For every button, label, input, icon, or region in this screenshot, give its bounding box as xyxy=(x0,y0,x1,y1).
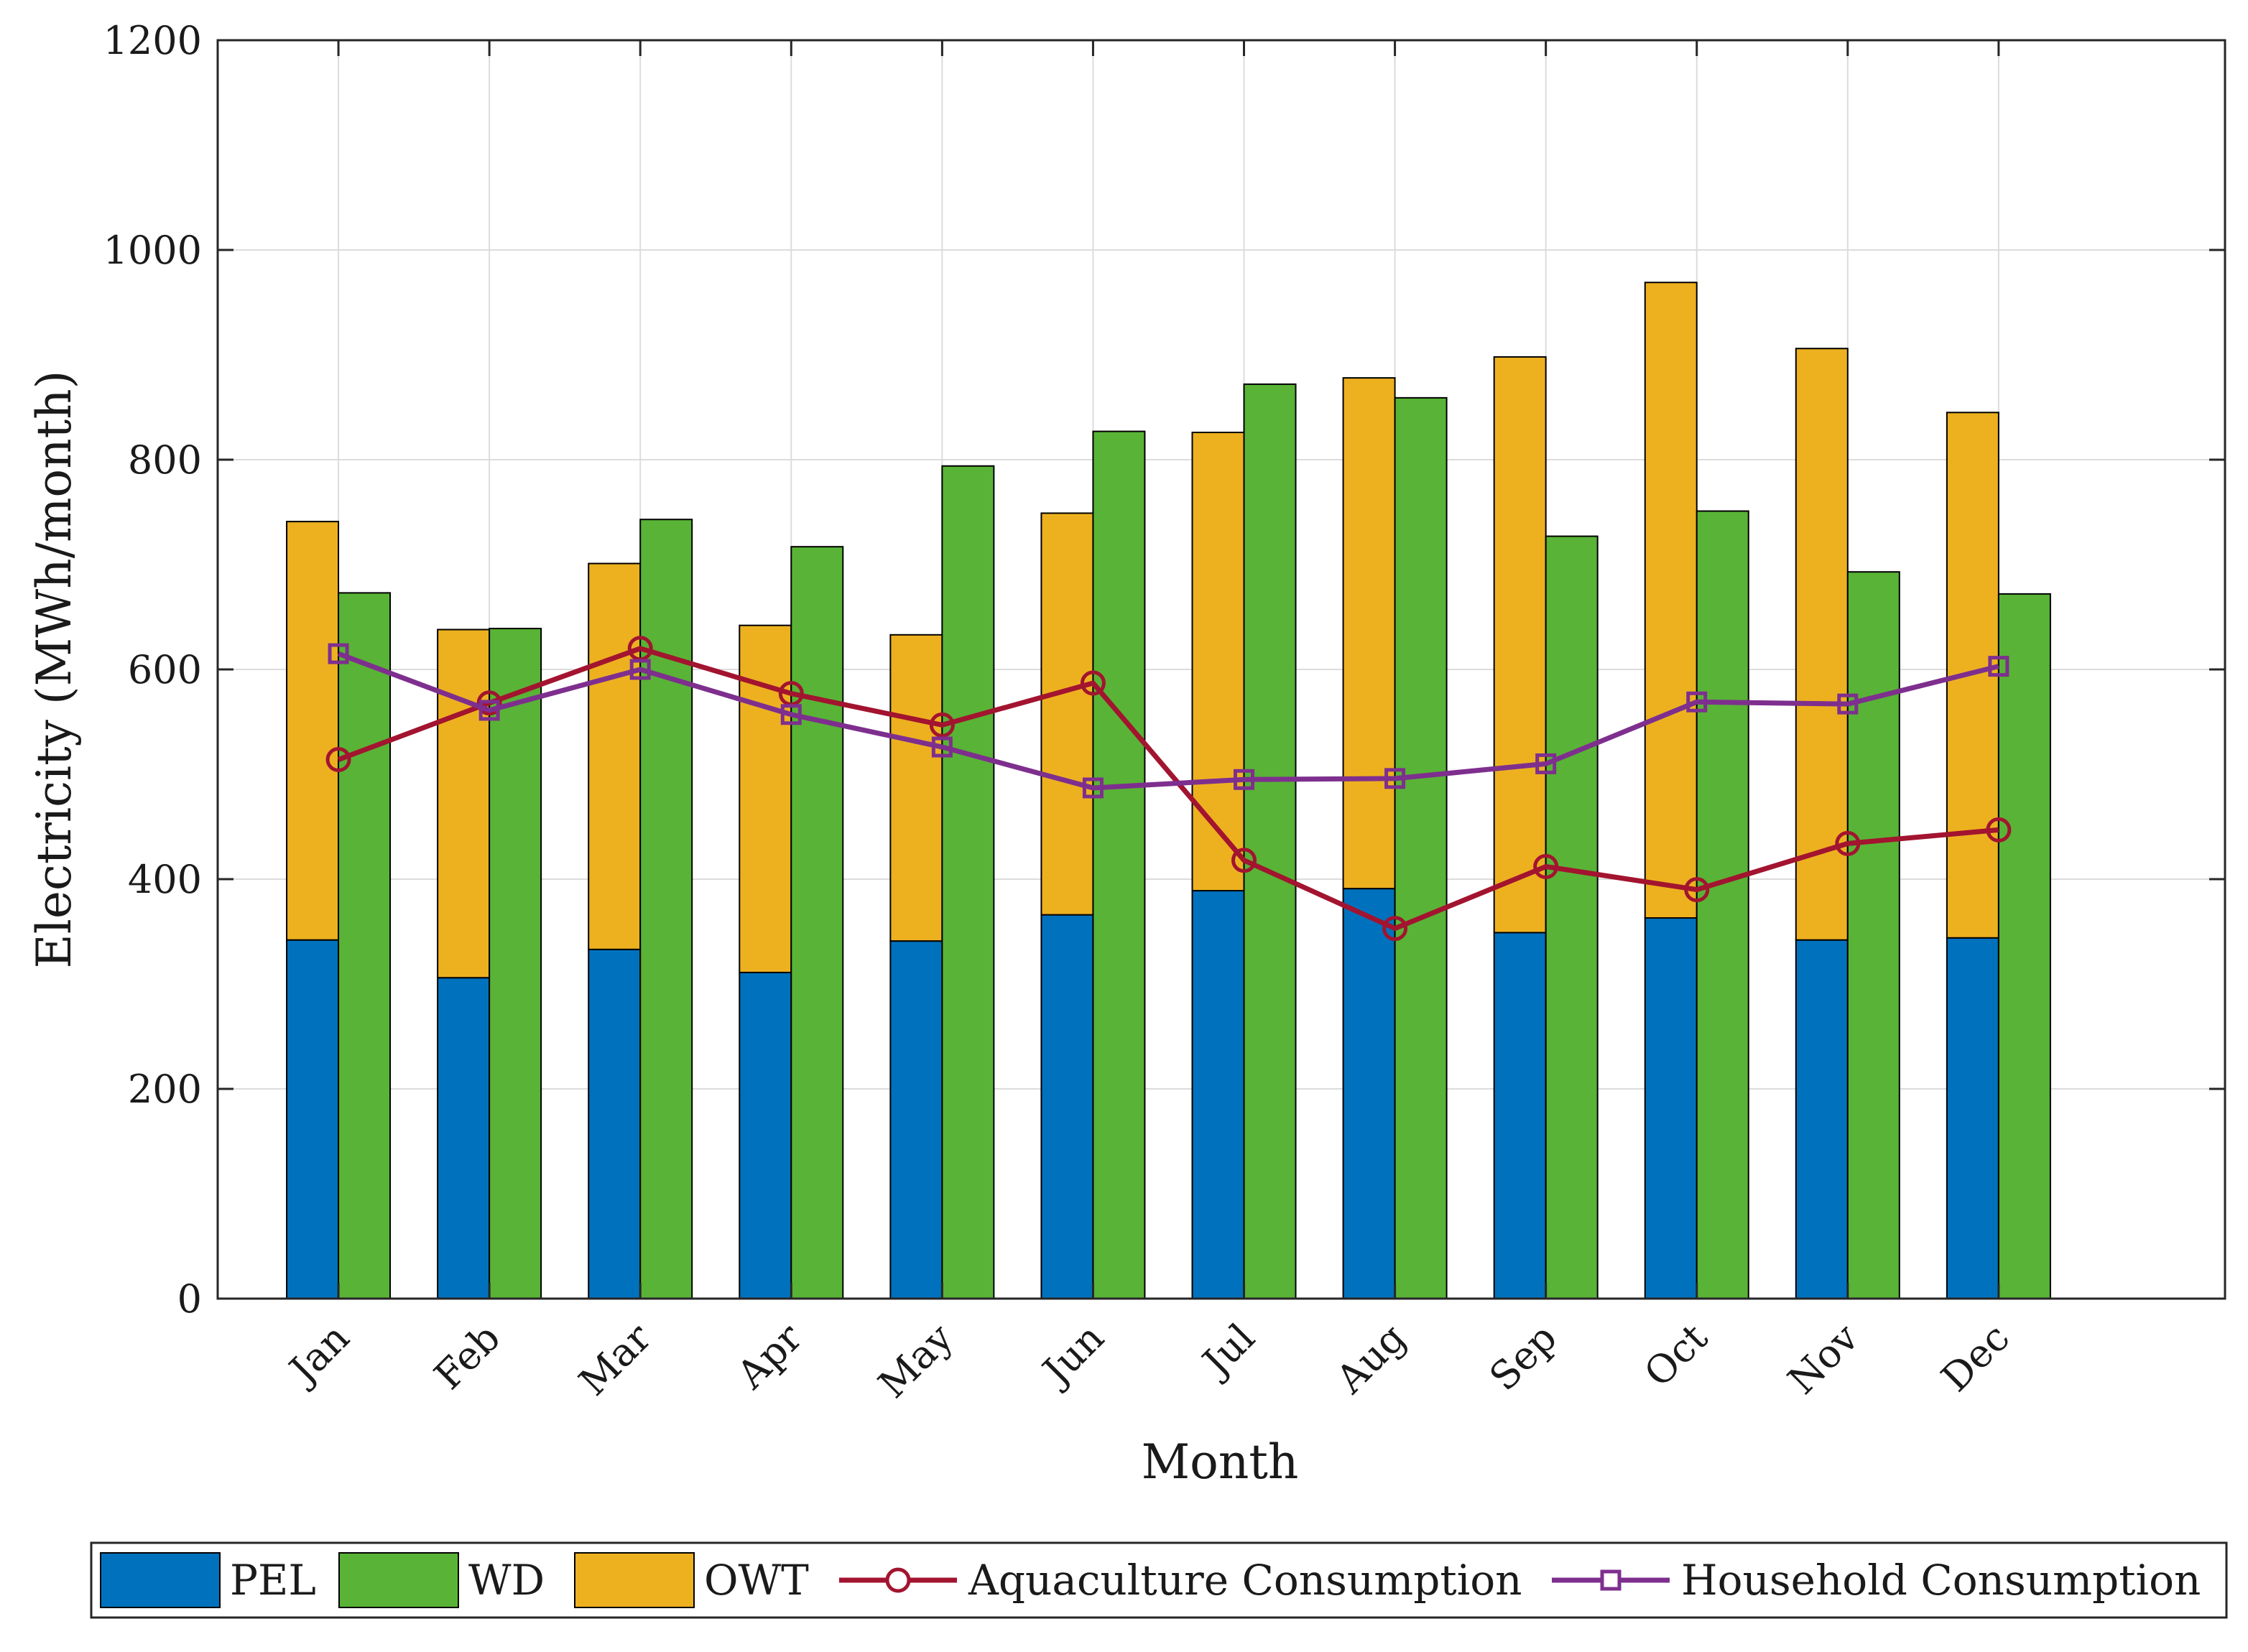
bar-pel-dec xyxy=(1946,937,1999,1299)
household-consumption-point xyxy=(1988,656,2009,677)
bar-owt-jun xyxy=(1040,512,1094,916)
bar-owt-feb xyxy=(437,628,491,979)
bar-pel-nov xyxy=(1795,939,1849,1300)
y-tick-label: 400 xyxy=(128,857,202,902)
aquaculture-consumption-point xyxy=(1382,916,1408,942)
lines xyxy=(325,636,2012,942)
legend-label-household-consumption: Household Consumption xyxy=(1681,1556,2201,1605)
bar-owt-may xyxy=(889,634,943,942)
aquaculture-consumption-point xyxy=(1835,830,1861,856)
bar-owt-oct xyxy=(1644,282,1698,919)
legend-swatch-wd xyxy=(338,1552,459,1608)
y-axis-label: Electricity (MWh/month) xyxy=(27,371,82,969)
aquaculture-consumption-point xyxy=(1231,848,1257,873)
bar-wd-sep xyxy=(1545,535,1599,1300)
y-tick-label: 1200 xyxy=(103,18,202,63)
aquaculture-consumption-point xyxy=(1533,853,1559,879)
bar-wd-jul xyxy=(1243,383,1297,1299)
household-consumption-point xyxy=(629,659,651,680)
aquaculture-consumption-point xyxy=(1080,670,1106,696)
bar-wd-apr xyxy=(790,546,844,1299)
bar-wd-may xyxy=(941,465,995,1299)
legend-swatch-pel xyxy=(100,1552,221,1608)
bar-owt-sep xyxy=(1493,356,1547,934)
y-tick-label: 800 xyxy=(128,437,202,483)
aquaculture-consumption-line xyxy=(337,646,1999,932)
y-tick-label: 0 xyxy=(177,1276,202,1322)
household-consumption-point xyxy=(1686,691,1708,713)
y-tick-label: 600 xyxy=(128,647,202,692)
bar-owt-aug xyxy=(1342,377,1396,890)
bar-owt-apr xyxy=(739,624,792,973)
legend-label-wd: WD xyxy=(468,1556,545,1605)
bar-wd-nov xyxy=(1846,571,1900,1299)
household-consumption-line xyxy=(337,651,1999,791)
legend-swatch-owt xyxy=(574,1552,695,1608)
bar-pel-oct xyxy=(1644,917,1698,1299)
legend-marker-household-consumption xyxy=(1600,1569,1622,1591)
household-consumption-point xyxy=(931,736,953,758)
bar-wd-dec xyxy=(1997,593,2051,1299)
household-consumption-point xyxy=(780,704,802,725)
household-consumption-point xyxy=(1384,768,1406,789)
bar-pel-aug xyxy=(1342,888,1396,1299)
bar-pel-sep xyxy=(1493,932,1547,1299)
bar-wd-jan xyxy=(338,592,392,1299)
legend-label-pel: PEL xyxy=(230,1556,316,1605)
bar-wd-oct xyxy=(1696,510,1749,1299)
legend-label-owt: OWT xyxy=(704,1556,809,1605)
household-consumption-point xyxy=(478,700,500,721)
bar-owt-jan xyxy=(286,521,340,941)
bar-wd-jun xyxy=(1092,430,1146,1300)
bar-pel-apr xyxy=(739,971,792,1299)
bar-pel-mar xyxy=(588,948,642,1299)
household-consumption-point xyxy=(1535,753,1557,774)
bar-wd-mar xyxy=(639,519,693,1299)
legend-marker-aquaculture-consumption xyxy=(885,1567,911,1593)
bar-owt-jul xyxy=(1191,432,1245,892)
bar-owt-nov xyxy=(1795,348,1849,941)
aquaculture-consumption-point xyxy=(929,712,955,738)
y-tick-label: 1000 xyxy=(103,228,202,273)
aquaculture-consumption-point xyxy=(1986,817,2012,843)
bar-pel-jun xyxy=(1040,914,1094,1299)
legend-label-aquaculture-consumption: Aquaculture Consumption xyxy=(968,1556,1522,1605)
bar-pel-jan xyxy=(286,939,340,1300)
bar-pel-feb xyxy=(437,977,491,1299)
legend: PEL WD OWT Aquaculture Consumption Household… xyxy=(90,1541,2228,1619)
bar-wd-feb xyxy=(489,628,542,1299)
bar-pel-jul xyxy=(1191,890,1245,1300)
bar-wd-aug xyxy=(1394,396,1448,1299)
household-consumption-point xyxy=(328,643,349,664)
aquaculture-consumption-point xyxy=(1684,877,1710,903)
household-consumption-point xyxy=(1082,777,1104,799)
household-consumption-point xyxy=(1837,693,1859,715)
bar-owt-mar xyxy=(588,562,642,950)
x-axis-label: Month xyxy=(1142,1434,1299,1490)
y-tick-label: 200 xyxy=(128,1067,202,1112)
aquaculture-consumption-point xyxy=(325,747,351,773)
bar-pel-may xyxy=(889,940,943,1299)
household-consumption-point xyxy=(1234,769,1255,790)
aquaculture-consumption-point xyxy=(476,690,502,716)
